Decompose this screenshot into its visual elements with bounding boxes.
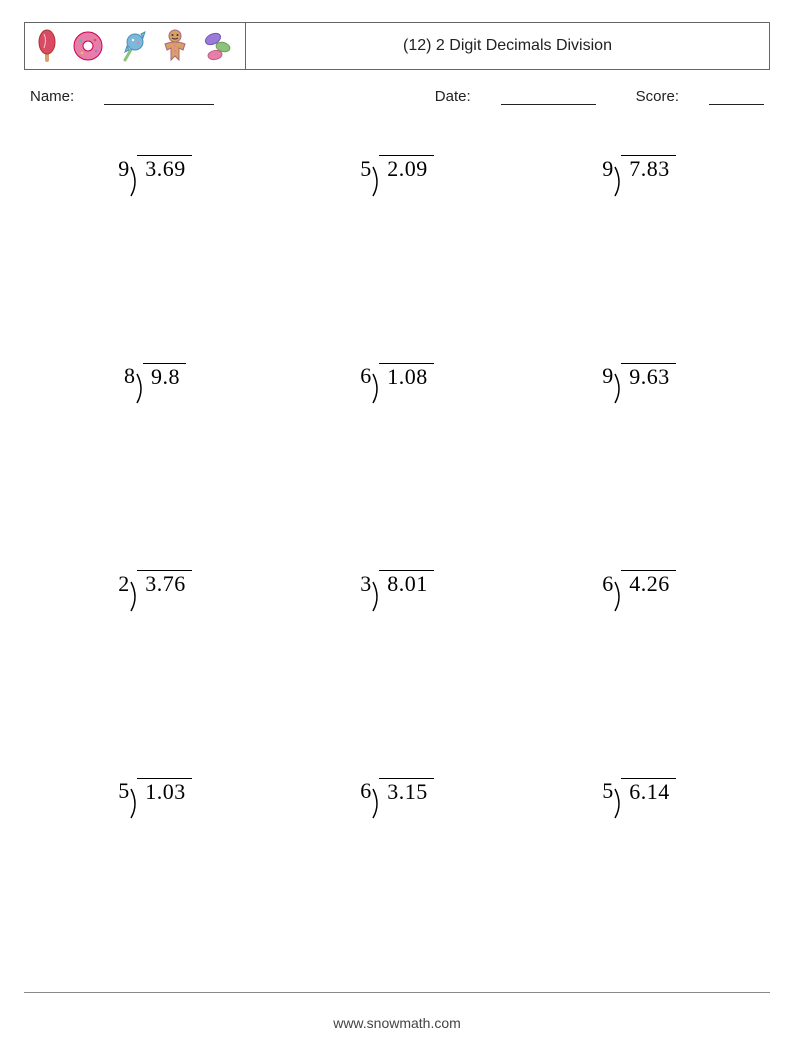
problem-7: 23.76 [34,530,276,738]
info-row: Name: Date: Score: [24,88,770,105]
problem-3: 97.83 [518,115,760,323]
name-label: Name: [30,88,74,105]
problem-12: 56.14 [518,738,760,946]
long-division: 97.83 [602,155,676,182]
dividend: 7.83 [621,155,676,182]
long-division: 63.15 [360,778,434,805]
footer-text: www.snowmath.com [0,1015,794,1031]
worksheet-title: (12) 2 Digit Decimals Division [246,37,769,55]
dividend: 3.76 [137,570,192,597]
candy-icon [117,28,149,64]
header-icons [25,23,246,69]
problem-1: 93.69 [34,115,276,323]
problems-grid: 93.69 52.09 97.83 89.8 61.08 99.63 23.76 38.01 6… [24,115,770,945]
dividend: 3.69 [137,155,192,182]
long-division: 64.26 [602,570,676,597]
long-division: 99.63 [602,363,676,390]
long-division: 38.01 [360,570,434,597]
info-spacer [244,88,405,105]
problem-11: 63.15 [276,738,518,946]
dividend: 8.01 [379,570,434,597]
problem-10: 51.03 [34,738,276,946]
long-division: 56.14 [602,778,676,805]
long-division: 51.03 [118,778,192,805]
header-row: (12) 2 Digit Decimals Division [24,22,770,70]
long-division: 52.09 [360,155,434,182]
dividend: 2.09 [379,155,434,182]
dividend: 6.14 [621,778,676,805]
jellybeans-icon [201,29,235,63]
problem-9: 64.26 [518,530,760,738]
dividend: 9.63 [621,363,676,390]
gingerbread-icon [161,28,189,64]
dividend: 3.15 [379,778,434,805]
problem-8: 38.01 [276,530,518,738]
problem-4: 89.8 [34,323,276,531]
long-division: 89.8 [124,363,186,390]
long-division: 93.69 [118,155,192,182]
long-division: 23.76 [118,570,192,597]
dividend: 9.8 [143,363,186,390]
dividend: 1.08 [379,363,434,390]
name-blank[interactable] [104,91,214,105]
date-blank[interactable] [501,91,596,105]
dividend: 4.26 [621,570,676,597]
problem-5: 61.08 [276,323,518,531]
footer-divider [24,992,770,993]
score-blank[interactable] [709,91,764,105]
problem-6: 99.63 [518,323,760,531]
dividend: 1.03 [137,778,192,805]
problem-2: 52.09 [276,115,518,323]
donut-icon [71,29,105,63]
worksheet-page: (12) 2 Digit Decimals Division Name: Dat… [0,0,794,1053]
date-label: Date: [435,88,471,105]
score-label: Score: [636,88,679,105]
popsicle-icon [35,28,59,64]
long-division: 61.08 [360,363,434,390]
